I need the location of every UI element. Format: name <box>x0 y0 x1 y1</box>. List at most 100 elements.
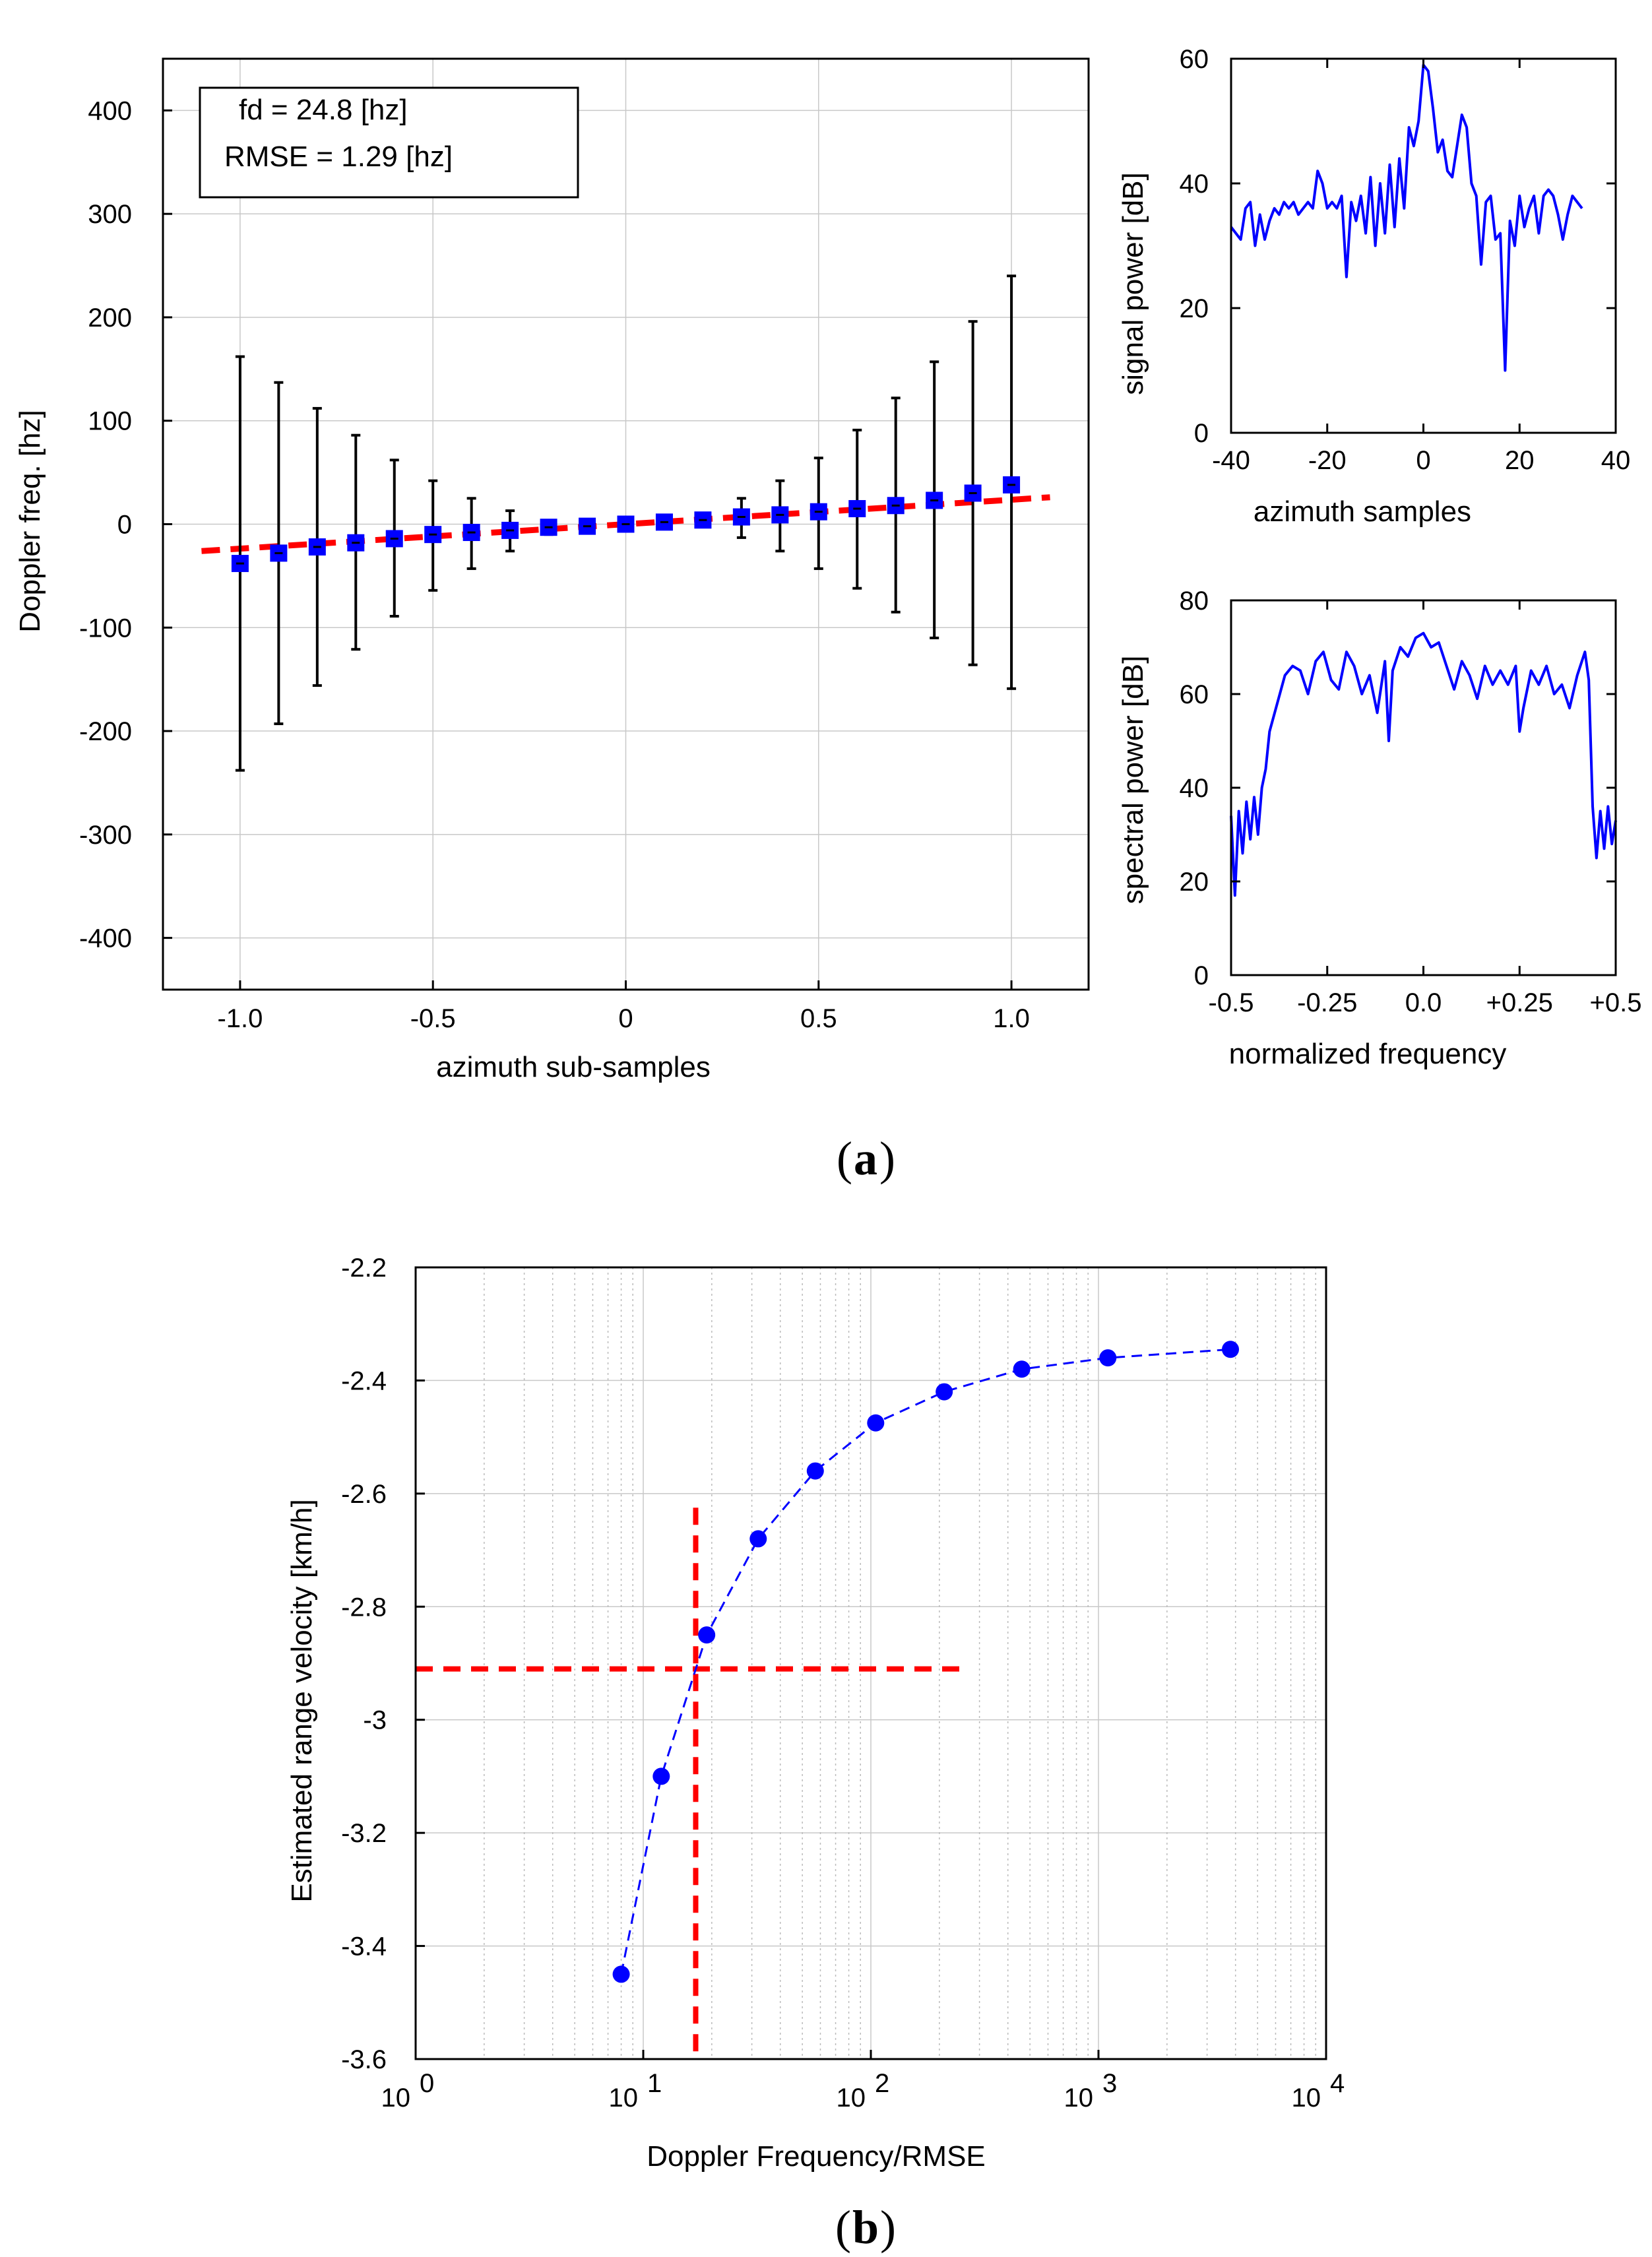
spectrum-x-ticks: -0.5 -0.25 0.0 +0.25 +0.5 <box>1209 600 1642 1017</box>
y-tick-label: 40 <box>1180 170 1209 199</box>
velocity-line <box>620 1348 1231 1975</box>
x-tick-exponent: 2 <box>875 2069 889 2098</box>
signal-series <box>1230 63 1583 372</box>
data-point <box>936 1383 953 1401</box>
caption-a-letter: a <box>854 1132 877 1185</box>
spectrum-chart: 80 60 40 20 0 -0.5 -0.25 0.0 +0.25 +0.5 normaliz… <box>1117 587 1641 1070</box>
x-tick-label: +0.25 <box>1486 988 1553 1017</box>
doppler-annotation-fd: fd = 24.8 [hz] <box>239 94 408 126</box>
y-tick-label: 0 <box>1194 419 1209 448</box>
velocity-x-ticks: 10 0 10 1 10 2 10 3 10 4 <box>381 2050 1345 2113</box>
x-tick-exponent: 4 <box>1330 2069 1345 2098</box>
y-tick-label: -100 <box>79 614 132 643</box>
y-tick-label: -200 <box>79 717 132 746</box>
x-tick-label: -20 <box>1308 446 1347 475</box>
data-point <box>652 1767 670 1785</box>
x-tick-label: 1.0 <box>993 1004 1030 1033</box>
x-tick-base: 10 <box>1292 2083 1321 2113</box>
y-tick-label: 0 <box>117 511 132 540</box>
doppler-fit-line <box>201 494 1050 554</box>
y-tick-label: 60 <box>1180 680 1209 709</box>
y-tick-label: 40 <box>1180 774 1209 803</box>
velocity-series <box>612 1341 1240 1983</box>
y-tick-label: -2.6 <box>341 1480 387 1509</box>
velocity-y-label: Estimated range velocity [km/h] <box>286 1499 318 1902</box>
y-tick-label: 300 <box>88 200 132 229</box>
x-tick-base: 10 <box>837 2083 866 2113</box>
velocity-threshold <box>416 1508 969 2059</box>
x-tick-label: 0.5 <box>800 1004 837 1033</box>
x-tick-label: -0.25 <box>1297 988 1357 1017</box>
y-tick-label: -2.4 <box>341 1366 387 1395</box>
data-point <box>698 1626 716 1644</box>
x-tick-base: 10 <box>381 2083 411 2113</box>
spectrum-series <box>1230 631 1617 897</box>
x-tick-exponent: 0 <box>420 2069 434 2098</box>
x-tick-base: 10 <box>1064 2083 1094 2113</box>
spectrum-line <box>1230 631 1617 897</box>
doppler-annotation-rmse: RMSE = 1.29 [hz] <box>224 141 453 173</box>
velocity-chart: -2.2 -2.4 -2.6 -2.8 -3 -3.2 -3.4 -3.6 10 0 10 1 10 2… <box>286 1254 1345 2173</box>
doppler-points <box>231 274 1021 772</box>
y-tick-label: -3 <box>363 1706 387 1735</box>
y-tick-label: -2.2 <box>341 1254 387 1283</box>
y-tick-label: 0 <box>1194 961 1209 990</box>
x-tick-base: 10 <box>609 2083 639 2113</box>
x-tick-exponent: 3 <box>1102 2069 1117 2098</box>
signal-x-ticks: -40 -20 0 20 40 <box>1212 59 1630 475</box>
spectrum-x-label: normalized frequency <box>1229 1038 1507 1070</box>
velocity-x-label: Doppler Frequency/RMSE <box>647 2140 986 2173</box>
caption-b-close: ) <box>880 2201 896 2254</box>
caption-b-open: ( <box>835 2201 851 2254</box>
x-tick-label: 0 <box>618 1004 633 1033</box>
data-point <box>867 1414 885 1432</box>
y-tick-label: 20 <box>1180 294 1209 323</box>
spectrum-y-ticks: 80 60 40 20 0 <box>1180 587 1616 990</box>
caption-a: ( a ) <box>837 1132 895 1185</box>
y-tick-label: 80 <box>1180 587 1209 616</box>
data-point <box>1013 1360 1031 1378</box>
data-point <box>806 1462 824 1480</box>
doppler-x-ticks: -1.0 -0.5 0 0.5 1.0 <box>217 980 1030 1033</box>
data-point <box>612 1965 630 1983</box>
x-tick-label: 20 <box>1505 446 1535 475</box>
y-tick-label: -3.2 <box>341 1819 387 1848</box>
signal-chart: 60 40 20 0 -40 -20 0 20 40 azimuth samples sign… <box>1117 45 1630 528</box>
signal-y-label: signal power [dB] <box>1117 172 1149 395</box>
doppler-y-ticks: 400 300 200 100 0 -100 -200 -300 -400 <box>79 96 172 953</box>
x-tick-label: +0.5 <box>1590 988 1642 1017</box>
signal-x-label: azimuth samples <box>1254 495 1471 528</box>
y-tick-label: -3.4 <box>341 1932 387 1961</box>
data-point <box>1222 1341 1240 1358</box>
doppler-x-label: azimuth sub-samples <box>436 1051 711 1083</box>
doppler-chart: 400 300 200 100 0 -100 -200 -300 -400 -1.0 -0.5 0 0… <box>14 57 1090 1083</box>
plot-frame <box>1230 57 1617 434</box>
x-tick-label: -0.5 <box>410 1004 456 1033</box>
spectrum-y-label: spectral power [dB] <box>1117 656 1149 905</box>
y-tick-label: 60 <box>1180 45 1209 74</box>
caption-a-close: ) <box>879 1132 895 1185</box>
velocity-grid <box>415 1267 1327 2060</box>
fit-line <box>201 494 1050 554</box>
data-point <box>749 1530 767 1548</box>
y-tick-label: 20 <box>1180 868 1209 897</box>
data-point <box>1099 1349 1117 1367</box>
x-tick-label: -1.0 <box>217 1004 263 1033</box>
velocity-y-ticks: -2.2 -2.4 -2.6 -2.8 -3 -3.2 -3.4 -3.6 <box>341 1254 425 2074</box>
doppler-annotation-box <box>199 86 579 199</box>
signal-frame <box>1230 57 1617 434</box>
y-tick-label: 200 <box>88 303 132 333</box>
y-tick-label: -400 <box>79 924 132 953</box>
x-tick-label: -40 <box>1212 446 1250 475</box>
x-tick-label: 40 <box>1601 446 1631 475</box>
caption-a-open: ( <box>837 1132 852 1185</box>
y-tick-label: -2.8 <box>341 1593 387 1622</box>
x-tick-label: 0.0 <box>1405 988 1442 1017</box>
y-tick-label: -3.6 <box>341 2045 387 2074</box>
x-tick-label: 0 <box>1416 446 1430 475</box>
signal-line <box>1230 63 1583 372</box>
y-tick-label: -300 <box>79 821 132 850</box>
caption-b: ( b ) <box>835 2201 896 2254</box>
doppler-y-label: Doppler freq. [hz] <box>14 410 46 633</box>
